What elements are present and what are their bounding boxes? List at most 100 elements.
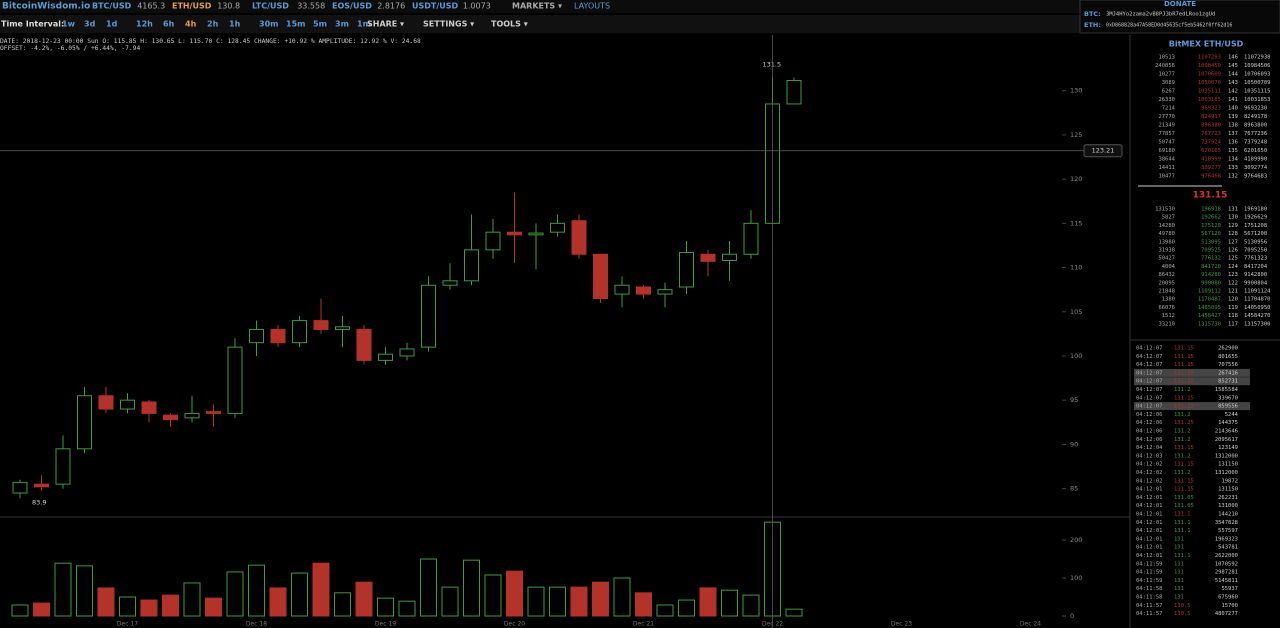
donate-address: 3MJ4HYo2zama2vB8PJ3bR7edLRoo1zgUd xyxy=(1106,12,1215,18)
interval[interactable]: 6h xyxy=(163,20,175,29)
trade-time: 04:12:06 xyxy=(1136,437,1163,443)
x-tick-label: Dec 17 xyxy=(117,621,138,628)
ob-size: 1098450 xyxy=(1198,63,1221,69)
ticker-name[interactable]: EOS/USD xyxy=(332,2,372,11)
ob-total: 10706093 xyxy=(1244,72,1271,78)
trade-price: 131.15 xyxy=(1174,404,1194,410)
volume-bar xyxy=(226,571,244,617)
trade-time: 04:12:02 xyxy=(1136,470,1163,476)
donate-address: 0xD868828a47A58ED0d45635cf5eb5462f0ff62d… xyxy=(1106,23,1232,29)
x-tick-label: Dec 23 xyxy=(891,621,912,628)
ob-price: 139 xyxy=(1228,114,1238,120)
trade-amount: 339670 xyxy=(1218,395,1238,401)
trade-time: 04:12:06 xyxy=(1136,429,1163,435)
trade-amount: 2143646 xyxy=(1215,429,1238,435)
interval[interactable]: 30m xyxy=(259,20,278,29)
trade-price: 131 xyxy=(1174,586,1184,592)
ticker-name[interactable]: ETH/USD xyxy=(172,2,212,11)
ticker-name[interactable]: LTC/USD xyxy=(252,2,289,11)
ob-total: 10500709 xyxy=(1244,80,1271,86)
volume-bar xyxy=(742,594,760,617)
ticker-name[interactable]: BTC/USD xyxy=(92,2,132,11)
trade-highlight xyxy=(1134,377,1250,386)
trade-price: 131.2 xyxy=(1174,429,1191,435)
ticker-price: 33.558 xyxy=(297,2,325,11)
logo[interactable]: BitcoinWisdom.io xyxy=(2,2,90,12)
ob-price: 132 xyxy=(1228,174,1238,180)
ob-price: 146 xyxy=(1228,55,1238,61)
interval[interactable]: 2h xyxy=(207,20,219,29)
trade-amount: 1312000 xyxy=(1215,453,1238,459)
ob-total: 9693230 xyxy=(1244,106,1267,112)
ob-amount: 66076 xyxy=(1158,305,1175,311)
interval[interactable]: 1w xyxy=(62,20,76,29)
trade-price: 130.5 xyxy=(1174,611,1191,617)
ob-size: 309277 xyxy=(1201,165,1221,171)
candle-body xyxy=(313,320,329,330)
ob-size: 841720 xyxy=(1201,264,1221,270)
candle-body xyxy=(335,326,350,330)
interval[interactable]: 1h xyxy=(229,20,241,29)
interval[interactable]: 5m xyxy=(313,20,327,29)
interval[interactable]: 1d xyxy=(106,20,118,29)
trade-time: 04:12:01 xyxy=(1136,536,1163,542)
ob-size: 175120 xyxy=(1201,223,1221,229)
ob-size: 1170487 xyxy=(1198,297,1221,303)
trade-time: 04:12:06 xyxy=(1136,420,1163,426)
ob-amount: 13980 xyxy=(1158,239,1175,245)
volume-bar xyxy=(140,599,158,617)
menu[interactable]: SETTINGS ▾ xyxy=(423,20,474,29)
ob-price: 121 xyxy=(1228,289,1238,295)
trade-time: 04:12:01 xyxy=(1136,512,1163,518)
menu[interactable]: LAYOUTS xyxy=(574,2,610,11)
trade-time: 04:12:02 xyxy=(1136,478,1163,484)
menu[interactable]: TOOLS ▾ xyxy=(491,20,528,29)
trade-amount: 262900 xyxy=(1218,346,1238,352)
trade-amount: 707556 xyxy=(1218,362,1238,368)
ob-size: 1458427 xyxy=(1198,313,1221,319)
ob-price: 130 xyxy=(1228,215,1238,221)
ob-total: 7677236 xyxy=(1244,131,1267,137)
interval[interactable]: 1m xyxy=(357,20,371,29)
candle-body xyxy=(700,253,716,262)
volume-bar xyxy=(377,597,394,617)
ob-amount: 3089 xyxy=(1162,80,1175,86)
ob-price: 131 xyxy=(1228,207,1238,213)
ob-amount: 50747 xyxy=(1158,140,1175,146)
crosshair-label-box xyxy=(1083,144,1123,158)
volume-bar xyxy=(420,558,437,617)
ob-size: 737924 xyxy=(1201,140,1222,146)
candle-body xyxy=(206,411,221,414)
menu[interactable]: SHARE ▾ xyxy=(367,20,404,29)
interval[interactable]: 4h xyxy=(185,20,197,29)
interval[interactable]: 3m xyxy=(335,20,349,29)
candle-body xyxy=(528,232,544,236)
ob-amount: 33210 xyxy=(1158,321,1175,327)
trade-time: 04:12:07 xyxy=(1136,354,1163,360)
trade-price: 131 xyxy=(1174,561,1184,567)
ob-total: 9900804 xyxy=(1244,280,1268,286)
ob-amount: 10477 xyxy=(1158,174,1175,180)
interval[interactable]: 15m xyxy=(286,20,305,29)
donate-label: ETH: xyxy=(1084,21,1101,29)
ob-size: 196918 xyxy=(1201,207,1221,213)
interval[interactable]: 3d xyxy=(84,20,96,29)
trade-highlight xyxy=(1134,368,1250,377)
ob-total: 11072938 xyxy=(1244,55,1271,61)
ob-amount: 10277 xyxy=(1158,72,1175,78)
ticker-name[interactable]: USDT/USD xyxy=(412,2,459,11)
ob-amount: 26330 xyxy=(1158,97,1175,103)
volume-bar xyxy=(699,587,717,617)
donate-label: BTC: xyxy=(1084,10,1101,18)
trade-amount: 5244 xyxy=(1225,412,1239,418)
interval[interactable]: 12h xyxy=(136,20,153,29)
info-line: DATE: 2018-12-23 00:00 Sun O: 115.85 H: … xyxy=(0,38,421,45)
ob-price: 134 xyxy=(1228,157,1239,163)
menu[interactable]: MARKETS ▾ xyxy=(512,2,562,11)
trade-amount: 852731 xyxy=(1218,379,1238,385)
high-label: 131.5 xyxy=(763,60,782,68)
trade-time: 04:12:06 xyxy=(1136,412,1163,418)
trade-price: 131.15 xyxy=(1174,370,1194,376)
ob-amount: 1380 xyxy=(1162,297,1175,303)
